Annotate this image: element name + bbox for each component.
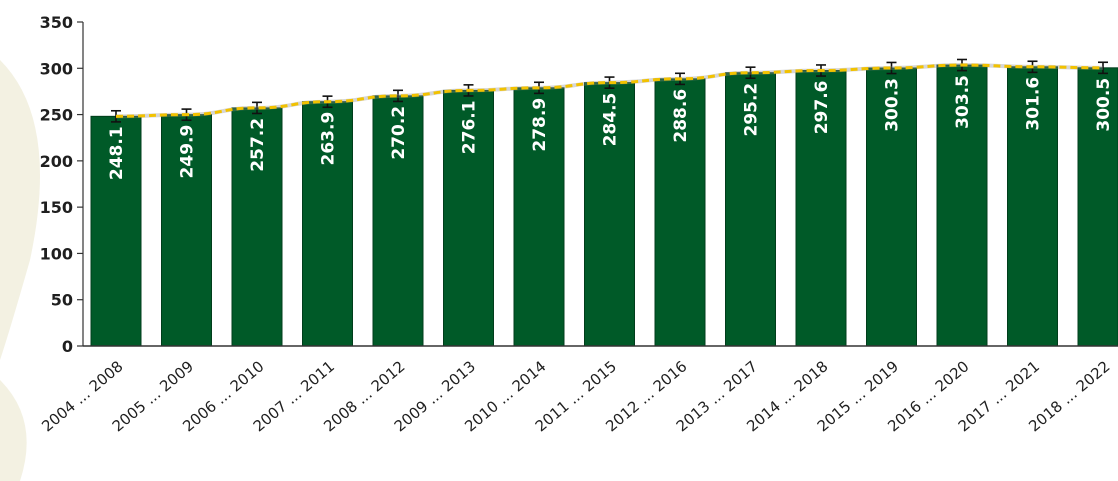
- error-bar: [886, 61, 897, 75]
- error-bar: [252, 101, 262, 115]
- y-tick-label: 0: [62, 337, 73, 356]
- bar-value-label: 295.2: [742, 83, 762, 137]
- background-shape: [0, 60, 40, 360]
- bar: [936, 64, 988, 347]
- bar-value-label: 248.1: [107, 126, 127, 180]
- background-pattern: [0, 60, 40, 481]
- y-tick-label: 200: [40, 152, 73, 171]
- y-tick-label: 100: [40, 244, 73, 263]
- bar-value-label: 303.5: [953, 75, 973, 129]
- bar-value-label: 263.9: [319, 112, 339, 166]
- bar-value-label: 278.9: [530, 98, 550, 152]
- bar-value-label: 288.6: [671, 89, 691, 143]
- y-axis: 0 50 100 150 200 250 300 350: [40, 13, 84, 356]
- bar: [1007, 66, 1058, 347]
- bar-value-label: 297.6: [812, 81, 832, 135]
- error-bar: [745, 66, 756, 80]
- background-shape: [0, 380, 27, 481]
- bar: [90, 115, 142, 347]
- bar: [443, 89, 494, 347]
- bar-value-label: 300.5: [1094, 78, 1114, 132]
- error-bar: [393, 89, 403, 103]
- y-tick-label: 150: [40, 198, 73, 217]
- bar-value-label: 301.6: [1024, 77, 1044, 131]
- error-bar: [1098, 61, 1108, 75]
- bar: [866, 67, 917, 347]
- bar: [654, 78, 706, 347]
- y-tick-label: 300: [40, 59, 73, 78]
- bar-value-label: 249.9: [178, 125, 198, 179]
- bar-value-label: 257.2: [248, 118, 268, 172]
- y-tick-label: 50: [51, 291, 73, 310]
- bar: [584, 82, 635, 347]
- bar-value-labels: 248.1 249.9 257.2 263.9 270.2 276.1 278.9 284.5…: [107, 75, 1114, 180]
- bar-value-label: 276.1: [460, 100, 480, 154]
- y-tick-label: 350: [40, 13, 73, 32]
- bar-value-label: 300.3: [883, 78, 903, 132]
- bar-value-label: 284.5: [601, 93, 621, 147]
- bars: [90, 64, 1118, 347]
- trend-line-path: [115, 63, 1104, 118]
- error-bar: [111, 109, 121, 123]
- bar: [725, 72, 776, 347]
- bar: [1077, 67, 1118, 347]
- bar-value-label: 270.2: [389, 106, 409, 160]
- y-tick-label: 250: [40, 106, 73, 125]
- trend-line: [115, 63, 1104, 119]
- error-bars: [111, 58, 1108, 123]
